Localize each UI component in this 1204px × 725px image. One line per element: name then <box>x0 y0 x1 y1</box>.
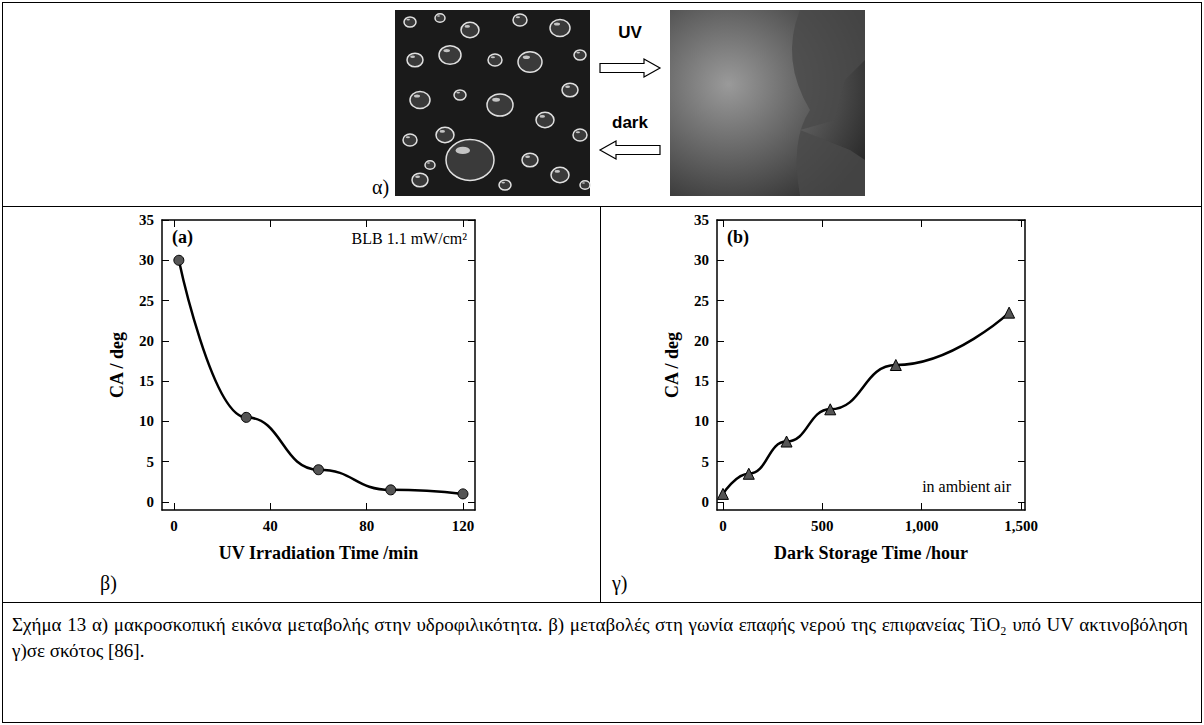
svg-text:40: 40 <box>263 518 278 534</box>
html-text:α): α) <box>372 176 390 198</box>
svg-text:10: 10 <box>694 413 709 429</box>
svg-text:in ambient air: in ambient air <box>922 478 1012 495</box>
svg-text:1,500: 1,500 <box>1004 518 1038 534</box>
svg-text:15: 15 <box>139 373 154 389</box>
svg-text:20: 20 <box>694 333 709 349</box>
svg-text:BLB 1.1 mW/cm²: BLB 1.1 mW/cm² <box>352 230 468 247</box>
html-text:Σχήμα 13 α) μακροσκοπική εικόν: Σχήμα 13 α) μακροσκοπική εικόνα μεταβολή… <box>12 614 1188 661</box>
svg-text:30: 30 <box>139 252 154 268</box>
svg-text:(b): (b) <box>727 227 749 248</box>
html-text:γ): γ) <box>612 572 628 594</box>
svg-text:80: 80 <box>359 518 374 534</box>
svg-text:35: 35 <box>139 212 154 228</box>
svg-text:25: 25 <box>139 293 154 309</box>
svg-text:5: 5 <box>702 454 710 470</box>
svg-text:0: 0 <box>170 518 178 534</box>
svg-text:dark: dark <box>612 113 648 132</box>
svg-text:500: 500 <box>811 518 834 534</box>
svg-text:CA / deg: CA / deg <box>662 332 682 398</box>
svg-text:120: 120 <box>452 518 475 534</box>
svg-text:CA / deg: CA / deg <box>107 332 127 398</box>
svg-text:20: 20 <box>139 333 154 349</box>
svg-text:5: 5 <box>147 454 155 470</box>
svg-text:UV: UV <box>618 23 642 42</box>
svg-text:35: 35 <box>694 212 709 228</box>
svg-text:UV Irradiation Time /min: UV Irradiation Time /min <box>219 543 419 563</box>
svg-text:0: 0 <box>719 518 727 534</box>
svg-text:10: 10 <box>139 413 154 429</box>
svg-text:Dark Storage Time /hour: Dark Storage Time /hour <box>774 543 968 563</box>
svg-text:30: 30 <box>694 252 709 268</box>
svg-text:0: 0 <box>147 494 155 510</box>
svg-text:0: 0 <box>702 494 710 510</box>
svg-text:15: 15 <box>694 373 709 389</box>
svg-text:1,000: 1,000 <box>905 518 939 534</box>
svg-text:(a): (a) <box>172 227 193 248</box>
html-text:β): β) <box>100 572 117 594</box>
svg-text:25: 25 <box>694 293 709 309</box>
